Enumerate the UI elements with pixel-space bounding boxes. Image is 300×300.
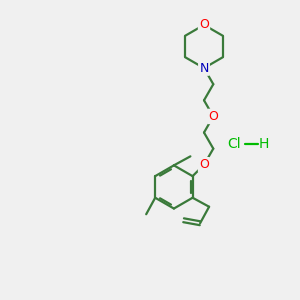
Text: O: O (199, 158, 209, 171)
Text: O: O (199, 18, 209, 32)
Text: H: H (258, 137, 268, 151)
Text: O: O (208, 110, 218, 123)
Text: N: N (199, 61, 209, 75)
Text: Cl: Cl (227, 137, 241, 151)
